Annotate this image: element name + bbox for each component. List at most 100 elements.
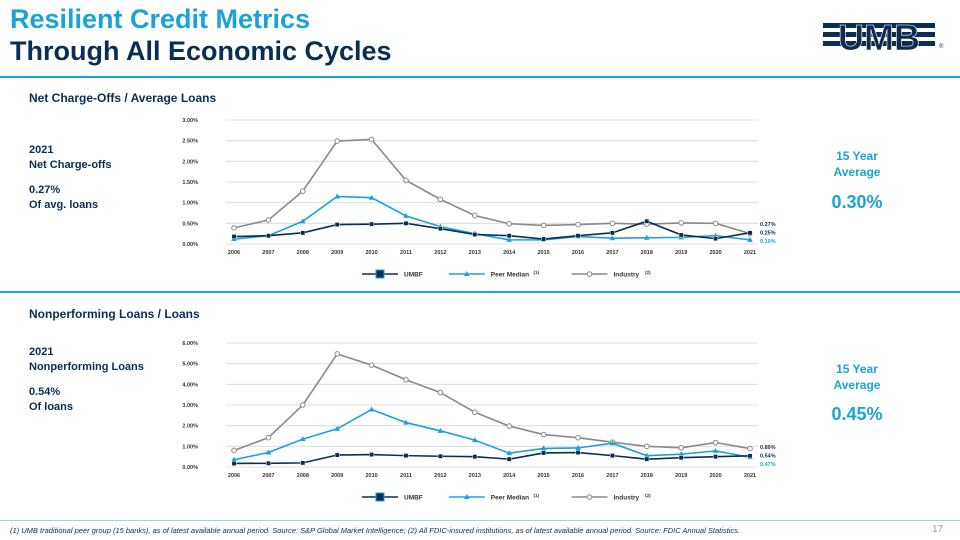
- data-point: [403, 376, 409, 383]
- data-point: [541, 450, 547, 456]
- data-point: [678, 220, 685, 226]
- data-point: [472, 454, 478, 460]
- data-point: [403, 453, 409, 459]
- data-point: [506, 236, 512, 242]
- x-tick-label: 2009: [331, 250, 343, 256]
- legend-footnote: (2): [645, 493, 651, 498]
- x-tick-label: 2018: [641, 250, 653, 256]
- data-point: [437, 226, 443, 232]
- legend-label: Peer Median: [491, 272, 529, 279]
- section-title-net-charge-offs: Net Charge-Offs / Average Loans: [29, 91, 217, 105]
- legend-label: Industry: [614, 495, 640, 502]
- side-year: 2021: [29, 144, 54, 156]
- y-tick-label: 1.00%: [182, 201, 198, 207]
- data-point: [506, 456, 512, 462]
- y-tick-label: 3.00%: [182, 403, 198, 409]
- legend-footnote: (1): [534, 493, 540, 498]
- average-label-line-2: Average: [833, 165, 881, 179]
- legend-item: Industry (2): [571, 493, 651, 502]
- data-point: [265, 449, 272, 455]
- y-tick-label: 0.00%: [182, 465, 198, 471]
- x-tick-label: 2013: [469, 473, 481, 479]
- header-divider: [0, 76, 960, 78]
- x-tick-label: 2013: [469, 250, 481, 256]
- data-point: [403, 212, 409, 218]
- data-point: [644, 218, 650, 224]
- data-point: [231, 225, 237, 231]
- data-point: [472, 212, 478, 219]
- average-label-line-1: 15 Year: [836, 362, 878, 376]
- data-point: [265, 233, 271, 239]
- x-tick-label: 2010: [365, 250, 377, 256]
- data-point: [437, 453, 443, 459]
- side-value: 0.27%: [29, 184, 61, 196]
- x-tick-label: 2016: [572, 473, 584, 479]
- data-point: [540, 222, 547, 229]
- data-point: [540, 431, 547, 438]
- data-point: [678, 451, 684, 457]
- end-value-label: 0.47%: [760, 462, 776, 468]
- page-number: 17: [932, 524, 944, 535]
- data-point: [472, 232, 478, 237]
- legend-marker: [375, 492, 385, 502]
- side-unit: Of loans: [29, 401, 74, 413]
- x-tick-label: 2019: [675, 473, 687, 479]
- data-point: [403, 220, 409, 226]
- legend-marker: [375, 269, 385, 279]
- data-point: [609, 235, 616, 241]
- y-tick-label: 0.00%: [182, 242, 198, 248]
- side-summary-nonperforming-loans: 2021 Nonperforming Loans 0.54% Of loans: [29, 345, 144, 415]
- data-point: [368, 194, 375, 200]
- y-tick-label: 1.00%: [182, 444, 198, 450]
- average-label-nonperforming-loans: 15 Year Average: [797, 361, 917, 393]
- side-spacer: [29, 173, 112, 183]
- x-tick-label: 2007: [262, 250, 274, 256]
- x-tick-label: 2007: [262, 473, 274, 479]
- x-tick-label: 2009: [331, 473, 343, 479]
- logo-registered-mark: ®: [939, 43, 944, 50]
- data-point: [265, 434, 272, 441]
- data-point: [540, 445, 547, 451]
- x-tick-label: 2012: [434, 473, 446, 479]
- data-point: [644, 443, 650, 450]
- series-peer-median: [231, 406, 753, 462]
- x-tick-label: 2008: [297, 250, 309, 256]
- series-industry: [231, 136, 753, 237]
- y-tick-label: 4.00%: [182, 382, 198, 388]
- data-point: [541, 236, 547, 242]
- data-point: [747, 453, 753, 459]
- x-tick-label: 2006: [228, 250, 240, 256]
- legend-item: UMBF: [362, 492, 423, 502]
- logo-text: UMB: [838, 20, 920, 54]
- legend-footnote: (1): [534, 270, 540, 275]
- data-point: [678, 455, 684, 461]
- data-point: [644, 452, 650, 458]
- data-point: [678, 444, 685, 451]
- data-point: [300, 402, 306, 408]
- average-label-line-2: Average: [833, 378, 881, 392]
- x-tick-label: 2012: [434, 250, 446, 256]
- data-point: [678, 232, 684, 238]
- data-point: [575, 233, 581, 239]
- data-point: [231, 234, 237, 240]
- x-tick-label: 2014: [503, 473, 516, 479]
- data-point: [506, 233, 512, 239]
- series-industry: [231, 351, 753, 454]
- end-value-label: 0.27%: [760, 222, 776, 228]
- umb-logo: UMB ®: [823, 20, 944, 54]
- data-point: [300, 460, 306, 466]
- y-tick-label: 2.00%: [182, 159, 198, 165]
- data-point: [369, 221, 375, 227]
- section-divider: [0, 291, 960, 293]
- data-point: [472, 437, 478, 443]
- end-value-label: 0.89%: [760, 445, 776, 451]
- data-point: [368, 362, 375, 368]
- x-tick-label: 2017: [606, 250, 618, 256]
- y-tick-label: 3.00%: [182, 118, 198, 124]
- data-point: [747, 445, 753, 452]
- x-tick-label: 2010: [365, 473, 377, 479]
- x-tick-label: 2021: [744, 473, 756, 479]
- x-tick-label: 2016: [572, 250, 584, 256]
- data-point: [334, 222, 340, 228]
- data-point: [334, 351, 340, 357]
